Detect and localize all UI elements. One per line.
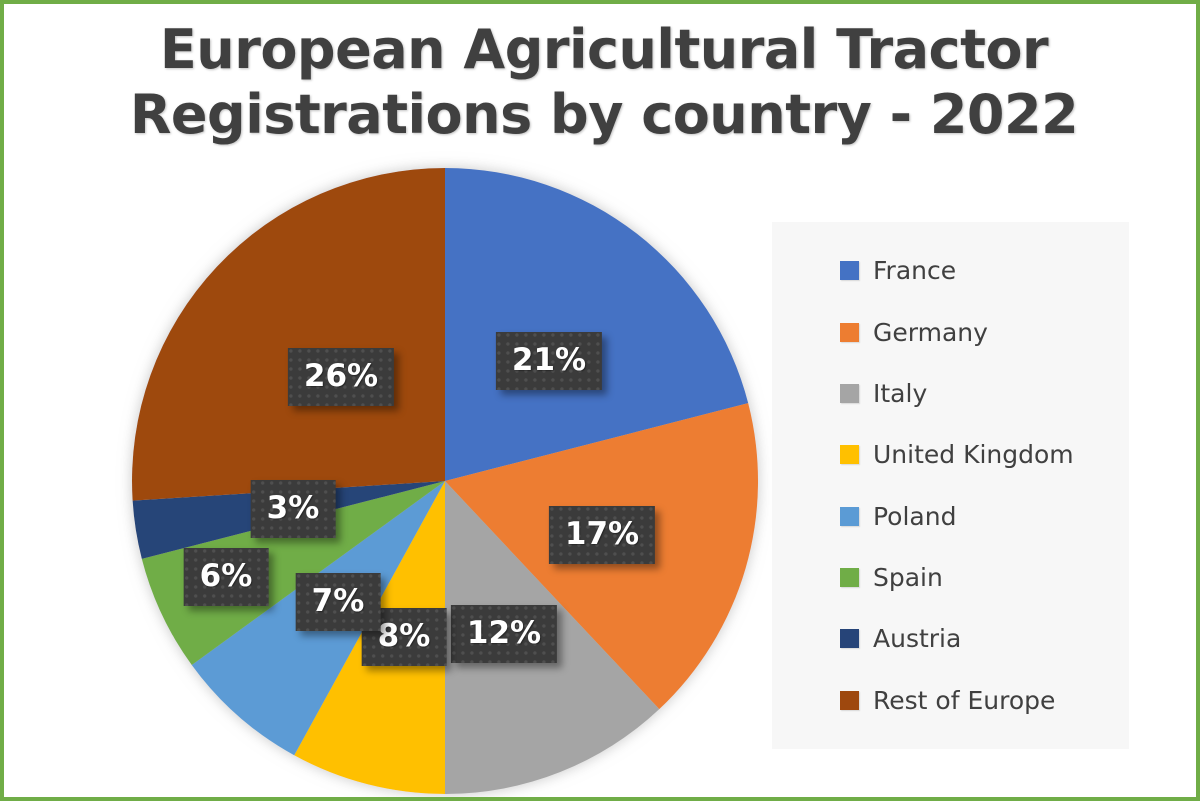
legend-item-label: Poland	[873, 501, 957, 531]
chart-legend: France Germany Italy United Kingdom Poland Sp…	[772, 222, 1129, 749]
legend-item[interactable]: Rest of Europe	[772, 680, 1129, 720]
legend-swatch-icon	[840, 445, 859, 465]
legend-item[interactable]: Italy	[772, 373, 1129, 413]
legend-swatch-icon	[840, 690, 859, 710]
legend-item[interactable]: Austria	[772, 619, 1129, 659]
pie-slice[interactable]	[141, 481, 445, 665]
pie-data-label: 3%	[250, 480, 336, 538]
legend-item[interactable]: Germany	[772, 312, 1129, 352]
legend-item-label: United Kingdom	[873, 440, 1074, 470]
pie-slice[interactable]	[132, 168, 445, 501]
legend-swatch-icon	[840, 506, 859, 526]
legend-swatch-icon	[840, 629, 859, 649]
legend-item-label: Spain	[873, 563, 943, 593]
chart-title: European Agricultural Tractor Registrati…	[129, 18, 1079, 146]
legend-item[interactable]: Poland	[772, 496, 1129, 536]
pie-slice[interactable]	[445, 168, 749, 481]
pie-data-label: 6%	[183, 548, 269, 606]
pie-chart: 21% 17% 12% 8% 7% 6% 3% 26%	[4, 4, 1196, 797]
pie-data-label: 7%	[295, 573, 381, 631]
legend-item-label: Germany	[873, 317, 988, 347]
legend-item-label: Italy	[873, 378, 928, 408]
legend-item[interactable]: Spain	[772, 558, 1129, 598]
legend-swatch-icon	[840, 568, 859, 588]
legend-item-label: Rest of Europe	[873, 685, 1056, 715]
pie-data-label: 26%	[287, 348, 395, 406]
legend-item[interactable]: France	[772, 251, 1129, 291]
legend-swatch-icon	[840, 261, 859, 281]
legend-swatch-icon	[840, 383, 859, 403]
legend-item[interactable]: United Kingdom	[772, 435, 1129, 475]
pie-slices	[132, 168, 759, 794]
pie-data-label: 12%	[450, 605, 558, 663]
legend-swatch-icon	[840, 322, 859, 342]
pie-data-label: 17%	[548, 506, 656, 564]
legend-item-label: France	[873, 256, 957, 286]
legend-item-label: Austria	[873, 624, 962, 654]
pie-data-label: 21%	[495, 332, 603, 390]
